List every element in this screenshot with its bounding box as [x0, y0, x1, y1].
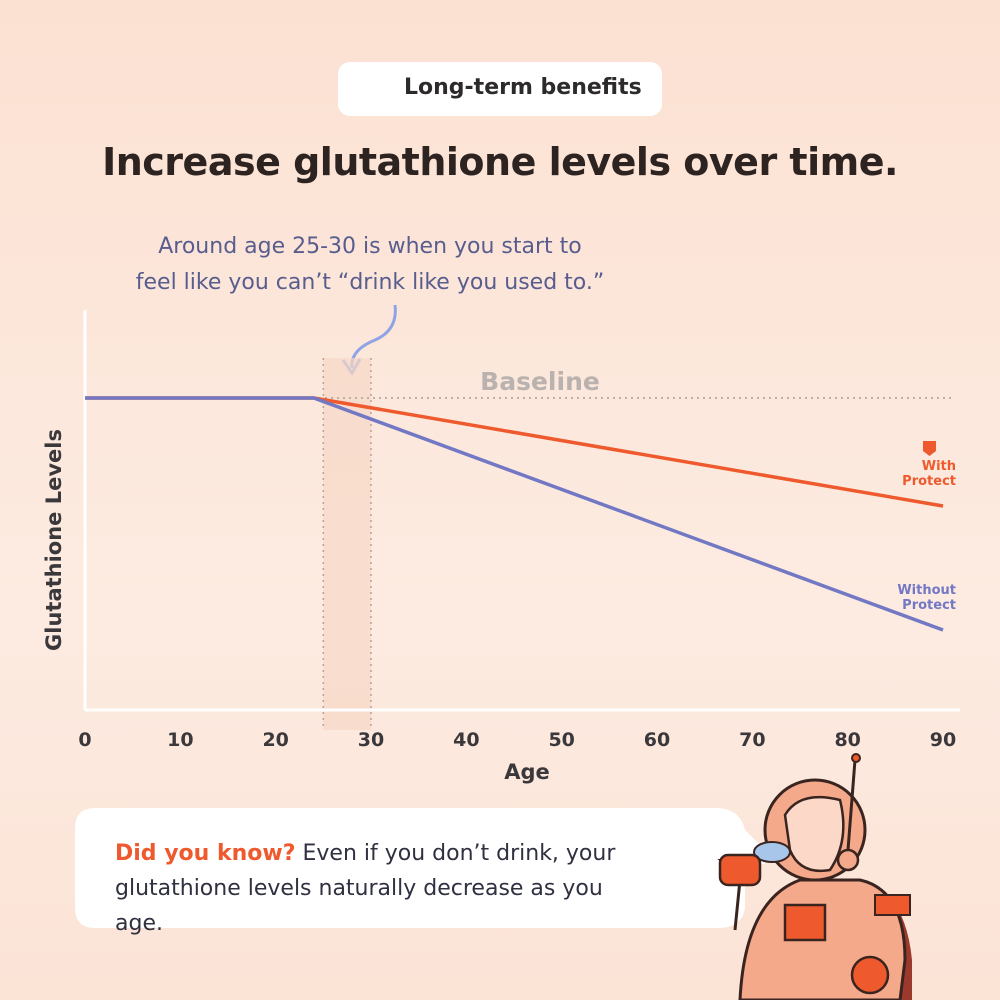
x-tick-label: 0: [78, 729, 91, 751]
series-label: Without Protect: [897, 583, 956, 613]
x-tick-label: 50: [548, 729, 574, 751]
x-tick-label: 40: [453, 729, 479, 751]
callout-highlight: Did you know?: [115, 841, 296, 866]
series-line: [85, 396, 944, 632]
x-tick-label: 80: [834, 729, 860, 751]
astronaut-illustration: [717, 753, 912, 1000]
shield-icon: [923, 441, 936, 456]
title: Increase glutathione levels over time.: [102, 140, 898, 184]
callout-bubble: [75, 808, 775, 928]
x-tick-label: 30: [358, 729, 384, 751]
badge: Long-term benefits: [338, 62, 662, 116]
annotation-line: feel like you can’t “drink like you used…: [135, 270, 605, 295]
annotation-line: Around age 25-30 is when you start to: [158, 234, 582, 259]
callout-text: Did you know? Even if you don’t drink, y…: [115, 836, 655, 941]
x-axis-label: Age: [504, 760, 550, 784]
badge-text: Long-term benefits: [404, 75, 642, 100]
x-tick-label: 60: [644, 729, 670, 751]
y-axis-label: Glutathione Levels: [42, 429, 66, 651]
highlight-region: [323, 358, 371, 730]
callout-body: Even if you don’t drink, your glutathion…: [115, 841, 616, 936]
baseline-label: Baseline: [480, 367, 600, 396]
x-tick-label: 90: [930, 729, 956, 751]
x-tick-label: 20: [262, 729, 288, 751]
x-tick-label: 10: [167, 729, 193, 751]
series-label: With Protect: [902, 459, 956, 489]
x-tick-label: 70: [739, 729, 765, 751]
series-line: [85, 396, 944, 508]
